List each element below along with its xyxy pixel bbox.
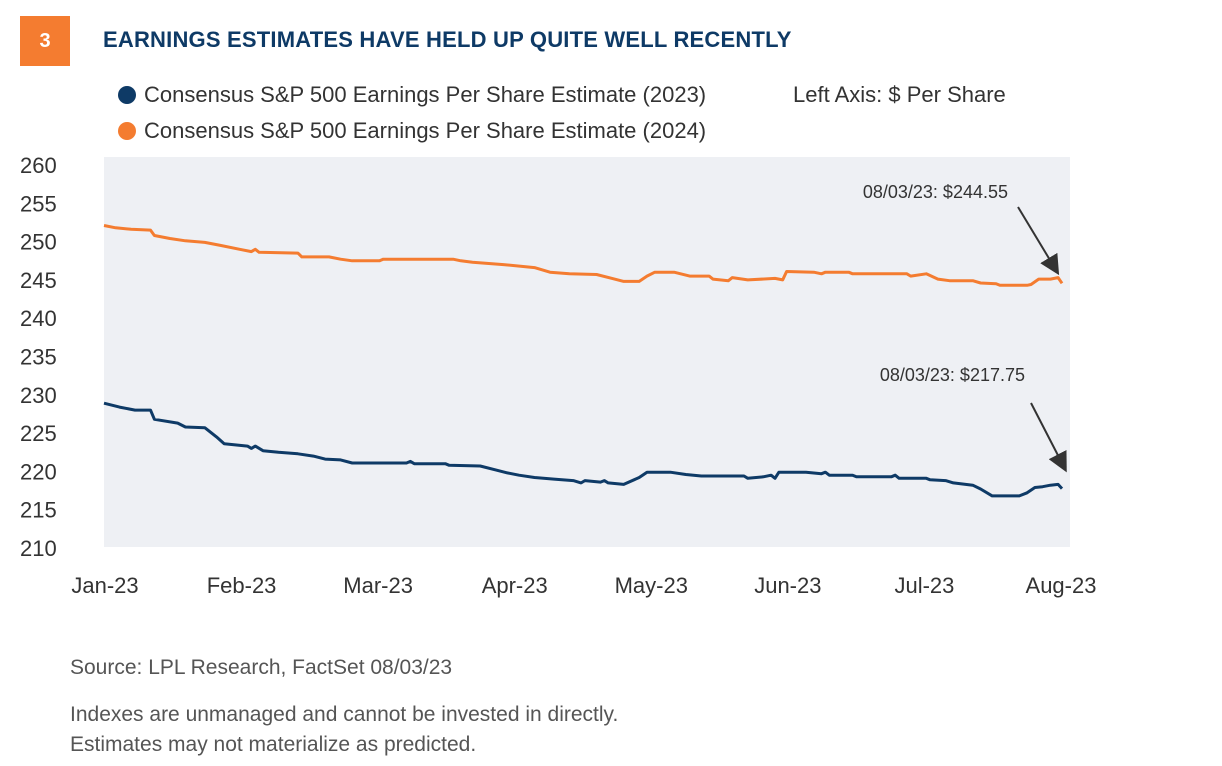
x-tick-label: Mar-23: [343, 573, 413, 598]
y-tick-label: 260: [20, 153, 57, 178]
y-tick-label: 215: [20, 498, 57, 523]
x-tick-label: May-23: [615, 573, 688, 598]
disclaimer-line-2: Estimates may not materialize as predict…: [70, 733, 477, 756]
y-tick-label: 240: [20, 306, 57, 331]
y-tick-label: 225: [20, 421, 57, 446]
y-tick-label: 250: [20, 230, 57, 255]
disclaimer-line-1: Indexes are unmanaged and cannot be inve…: [70, 703, 619, 726]
legend-item-2024: Consensus S&P 500 Earnings Per Share Est…: [118, 118, 706, 144]
plot-area: [104, 157, 1070, 547]
series-lines: [103, 224, 1064, 498]
x-tick-label: Jul-23: [894, 573, 954, 598]
annotations: 08/03/23: $244.55 08/03/23: $217.75: [863, 182, 1067, 473]
annotation-label: 08/03/23: $244.55: [863, 182, 1008, 202]
x-tick-label: Feb-23: [207, 573, 277, 598]
series-line-2024: [103, 224, 1064, 287]
x-tick-label: Apr-23: [482, 573, 548, 598]
line-chart: 260 255 250 245 240 235 230 225 220 215 210 Jan-23…: [20, 153, 1096, 598]
source-note: Source: LPL Research, FactSet 08/03/23: [70, 656, 453, 679]
x-tick-label: Jan-23: [71, 573, 138, 598]
y-axis: 260 255 250 245 240 235 230 225 220 215 210: [20, 153, 57, 561]
chart-number-badge: 3: [20, 16, 70, 66]
legend-marker-2024: [118, 122, 136, 140]
y-tick-label: 230: [20, 383, 57, 408]
y-tick-label: 255: [20, 191, 57, 216]
axis-note: Left Axis: $ Per Share: [793, 82, 1006, 107]
legend-marker-2023: [118, 86, 136, 104]
legend-label-2024: Consensus S&P 500 Earnings Per Share Est…: [144, 118, 707, 143]
annotation-arrow: [1030, 402, 1067, 473]
x-tick-label: Jun-23: [754, 573, 821, 598]
x-axis: Jan-23 Feb-23 Mar-23 Apr-23 May-23 Jun-23 Jul-…: [71, 573, 1096, 598]
series-line-2023: [103, 401, 1064, 498]
legend-item-2023: Consensus S&P 500 Earnings Per Share Est…: [118, 82, 706, 108]
y-tick-label: 235: [20, 345, 57, 370]
y-tick-label: 245: [20, 268, 57, 293]
annotation-arrow: [1017, 206, 1060, 276]
x-tick-label: Aug-23: [1026, 573, 1097, 598]
y-tick-label: 220: [20, 459, 57, 484]
chart-title: EARNINGS ESTIMATES HAVE HELD UP QUITE WE…: [103, 27, 792, 52]
annotation-label: 08/03/23: $217.75: [880, 365, 1025, 385]
y-tick-label: 210: [20, 536, 57, 561]
legend-label-2023: Consensus S&P 500 Earnings Per Share Est…: [144, 82, 707, 107]
